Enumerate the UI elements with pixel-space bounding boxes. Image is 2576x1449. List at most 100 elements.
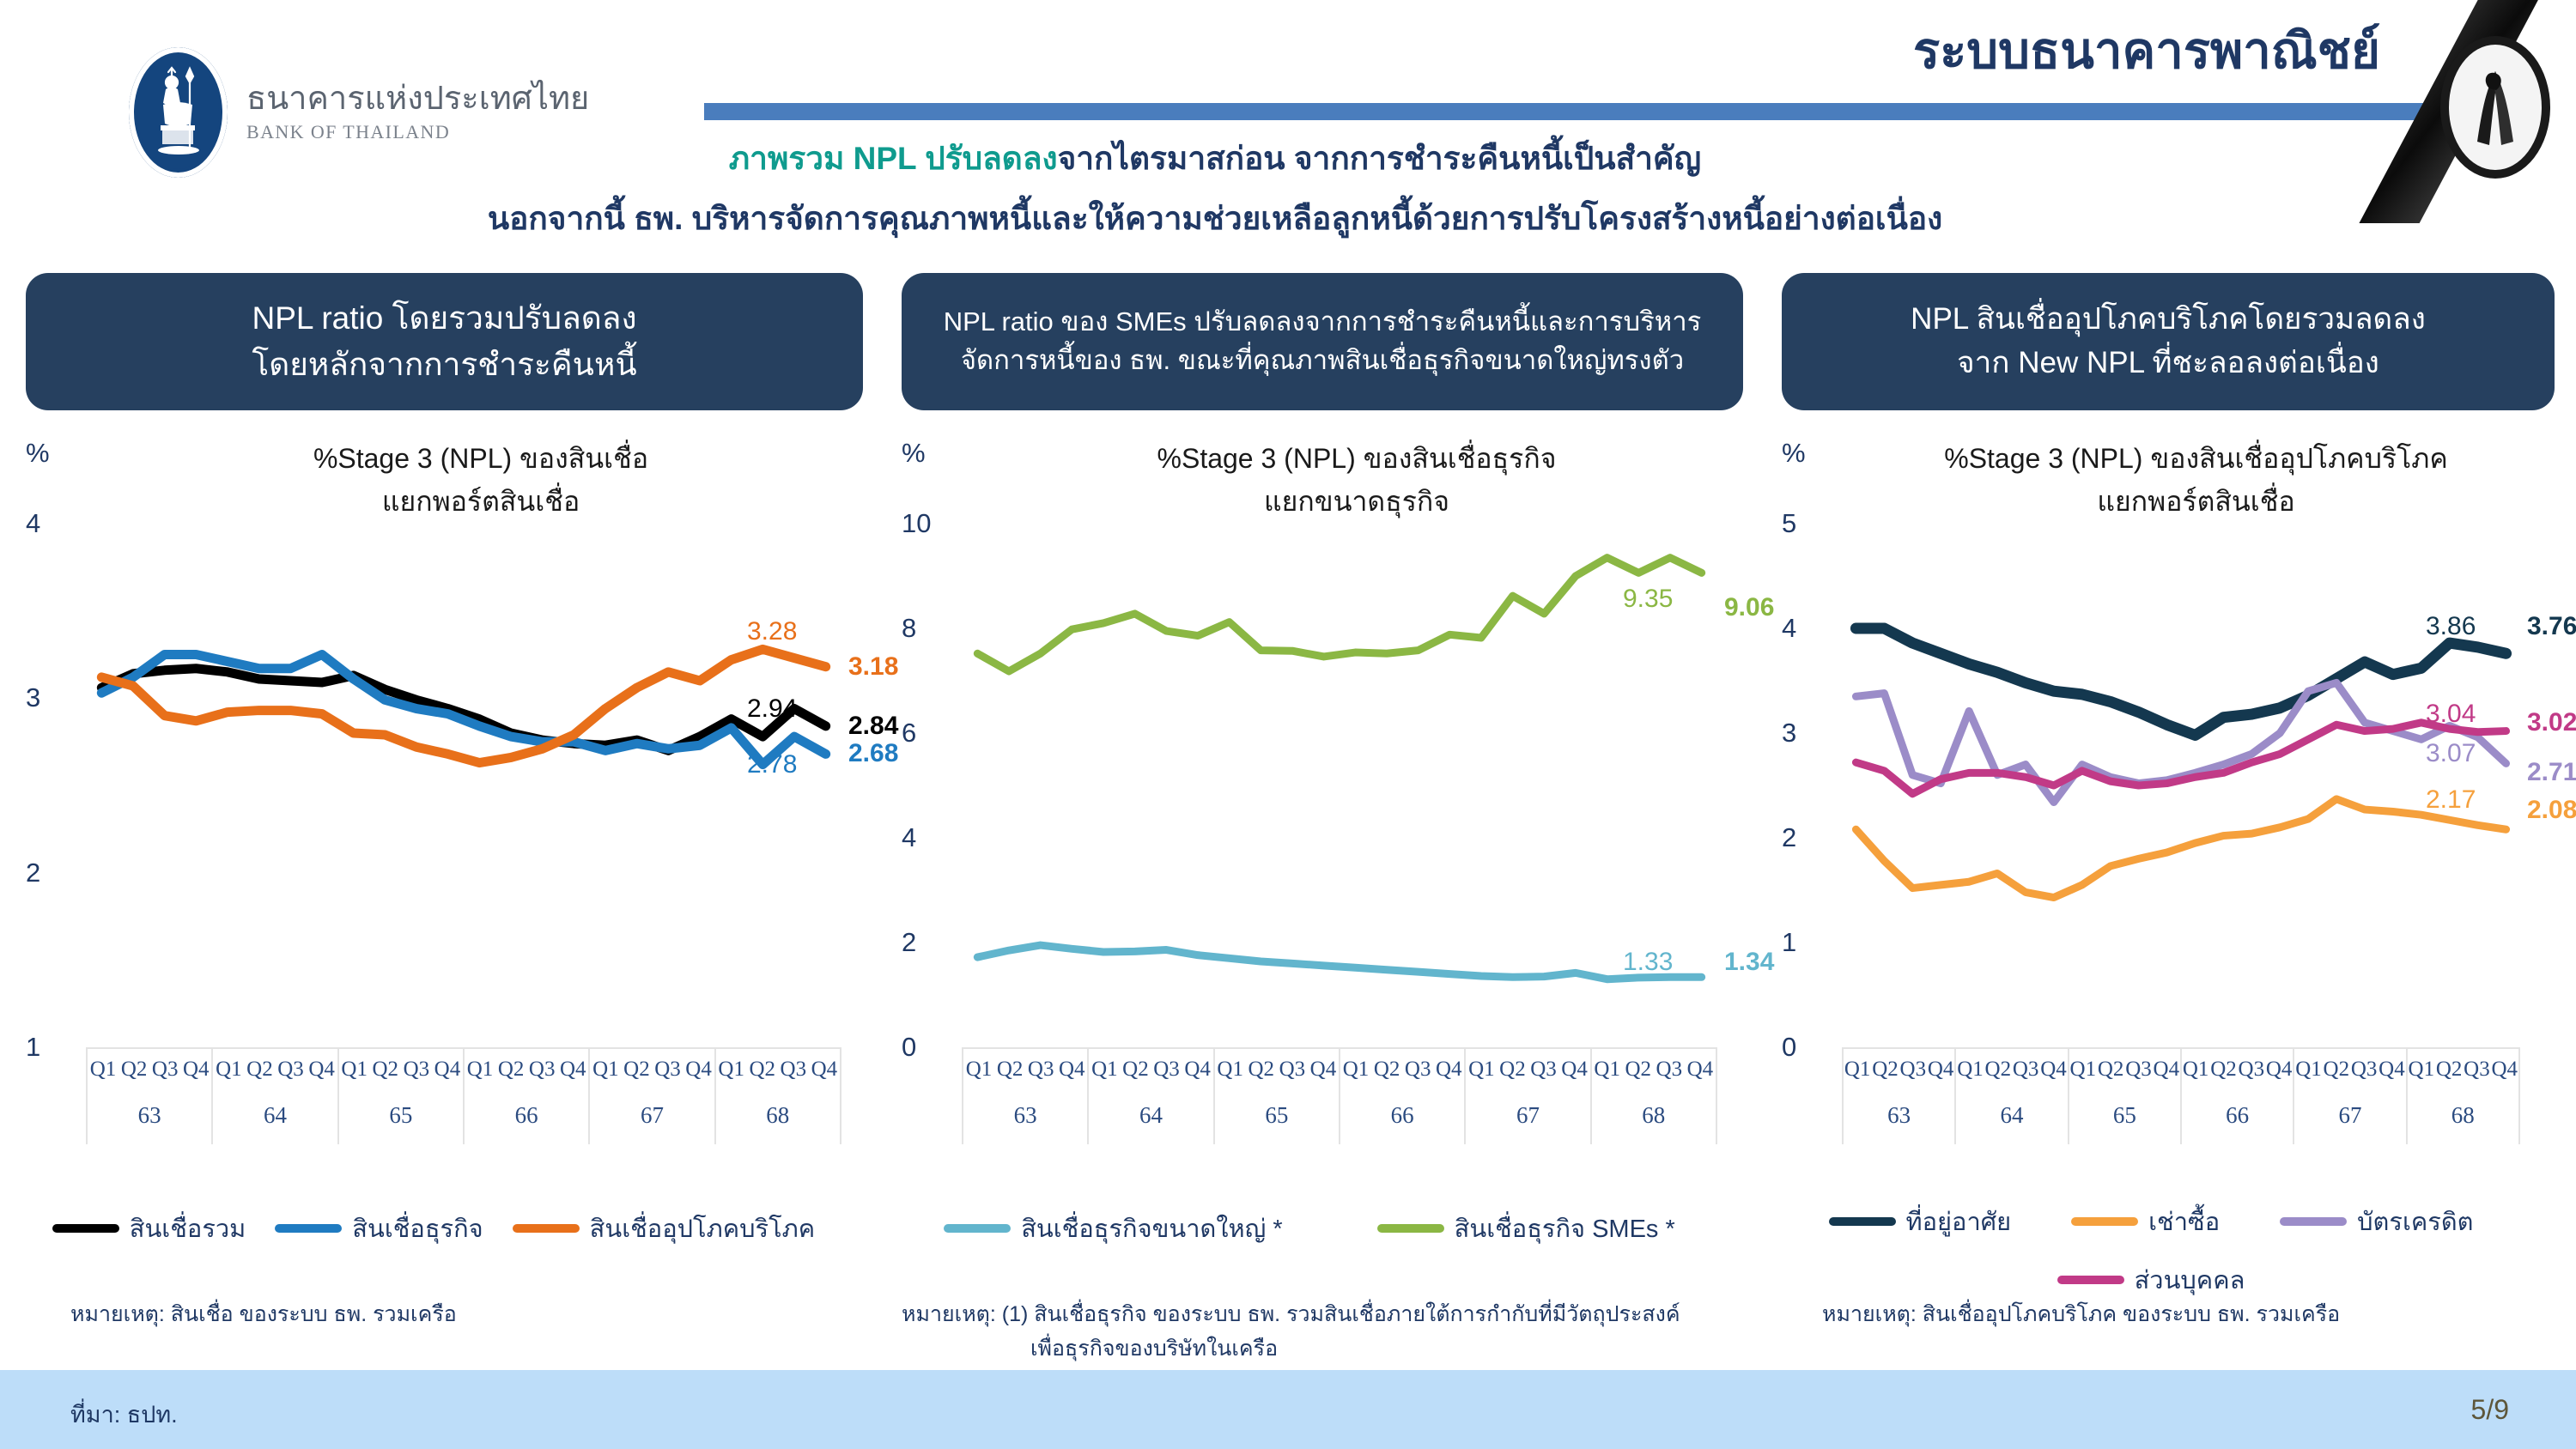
data-label: 3.76 bbox=[2527, 611, 2576, 640]
legend-item[interactable]: บัตรเครดิต bbox=[2280, 1202, 2474, 1241]
legend-swatch-icon bbox=[2071, 1217, 2139, 1226]
series-line bbox=[1851, 795, 2511, 902]
data-label: 2.08 bbox=[2527, 796, 2576, 825]
x-tick-quarter: Q4 bbox=[1927, 1058, 1954, 1081]
chart-panel-2: % %Stage 3 (NPL) ของสินเชื่อธุรกิจ แยกขนาด… bbox=[902, 429, 1774, 1243]
x-axis-year-cell: Q1 Q2 Q3 Q4 63 bbox=[1844, 1049, 1957, 1144]
x-tick-quarter: Q3 bbox=[151, 1058, 179, 1081]
legend-item[interactable]: สินเชื่อรวม bbox=[52, 1209, 246, 1248]
legend-item[interactable]: เช่าซื้อ bbox=[2071, 1202, 2220, 1241]
x-tick-quarter: Q4 bbox=[1058, 1058, 1085, 1081]
legend-label: สินเชื่อธุรกิจ SMEs * bbox=[1454, 1216, 1675, 1243]
page-title: ระบบธนาคารพาณิชย์ bbox=[1912, 23, 2380, 79]
series-line bbox=[96, 644, 831, 768]
series-line bbox=[1850, 622, 2512, 741]
panel-head-3: NPL สินเชื่ออุปโภคบริโภคโดยรวมลดลง จาก N… bbox=[1782, 273, 2555, 410]
x-tick-quarter: Q4 bbox=[2040, 1058, 2067, 1081]
series-line bbox=[973, 941, 1706, 984]
series-line bbox=[96, 664, 831, 755]
x-tick-year: 68 bbox=[1642, 1101, 1666, 1128]
x-tick-quarter: Q1 bbox=[2069, 1058, 2097, 1081]
legend-swatch-icon bbox=[1376, 1224, 1444, 1233]
x-tick-quarter: Q3 bbox=[403, 1058, 430, 1081]
x-tick-quarter: Q2 bbox=[246, 1058, 273, 1081]
panel-head-3-line1: NPL สินเชื่ออุปโภคบริโภคโดยรวมลดลง bbox=[1911, 302, 2426, 336]
panel-head-3-line2: จาก New NPL ที่ชะลอลงต่อเนื่อง bbox=[1957, 346, 2379, 379]
y-tick-label: 3 bbox=[26, 682, 41, 713]
y-axis-unit: % bbox=[1782, 438, 1806, 468]
series-lines bbox=[96, 644, 831, 770]
panel-head-2: NPL ratio ของ SMEs ปรับลดลงจากการชำระคืน… bbox=[902, 273, 1743, 410]
chart-title-sub: แยกขนาดธุรกิจ bbox=[1263, 485, 1450, 517]
legend-swatch-icon bbox=[2057, 1276, 2124, 1284]
chart-panel-3: % %Stage 3 (NPL) ของสินเชื่ออุปโภคบริโภคแ… bbox=[1782, 429, 2576, 1294]
legend-swatch-icon bbox=[512, 1224, 580, 1233]
data-label: 3.04 bbox=[2426, 700, 2476, 729]
x-tick-quarter: Q4 bbox=[2265, 1058, 2293, 1081]
x-tick-quarter: Q3 bbox=[2238, 1058, 2265, 1081]
legend-item[interactable]: สินเชื่อธุรกิจ bbox=[275, 1209, 483, 1248]
x-tick-quarter: Q3 bbox=[1027, 1058, 1054, 1081]
x-axis-year-cell: Q1 Q2 Q3 Q4 68 bbox=[2408, 1049, 2518, 1144]
x-tick-year: 64 bbox=[2000, 1101, 2024, 1128]
y-tick-label: 3 bbox=[1782, 718, 1797, 748]
x-tick-year: 65 bbox=[389, 1101, 413, 1128]
y-tick-label: 2 bbox=[1782, 822, 1797, 852]
subtitle-line-1: ภาพรวม NPL ปรับลดลงจากไตรมาสก่อน จากการช… bbox=[0, 133, 2430, 184]
x-tick-quarter: Q2 bbox=[2435, 1058, 2463, 1081]
legend-swatch-icon bbox=[52, 1224, 119, 1233]
legend-item[interactable]: สินเชื่ออุปโภคบริโภค bbox=[512, 1209, 816, 1248]
legend-item[interactable]: สินเชื่อธุรกิจขนาดใหญ่ * bbox=[944, 1209, 1283, 1248]
plot-area-1: 4 3 2 1 2.94 2.84 2.78 2.68 3.28 3.18 bbox=[26, 508, 898, 1062]
x-tick-quarter: Q3 bbox=[1279, 1058, 1306, 1081]
x-tick-quarter: Q2 bbox=[1625, 1058, 1652, 1081]
legend-label: สินเชื่อรวม bbox=[129, 1216, 246, 1243]
x-axis-year-cell: Q1 Q2 Q3 Q4 66 bbox=[1340, 1049, 1467, 1144]
bot-logo-text: ธนาคารแห่งประเทศไทย BANK OF THAILAND bbox=[246, 81, 590, 143]
x-tick-quarter: Q3 bbox=[2012, 1058, 2039, 1081]
x-tick-quarter: Q2 bbox=[1872, 1058, 1899, 1081]
x-tick-year: 63 bbox=[137, 1101, 161, 1128]
bot-name-en: BANK OF THAILAND bbox=[246, 120, 451, 142]
x-tick-quarter: Q4 bbox=[811, 1058, 838, 1081]
legend-2: สินเชื่อธุรกิจขนาดใหญ่ * สินเชื่อธุรกิจ S… bbox=[902, 1209, 1717, 1248]
y-axis-unit: % bbox=[26, 438, 50, 468]
x-tick-quarter: Q4 bbox=[2379, 1058, 2405, 1081]
bot-logo: ธนาคารแห่งประเทศไทย BANK OF THAILAND bbox=[129, 47, 589, 178]
x-axis-year-cell: Q1 Q2 Q3 Q4 64 bbox=[1089, 1049, 1215, 1144]
x-tick-quarter: Q1 bbox=[466, 1058, 494, 1081]
bot-name-th: ธนาคารแห่งประเทศไทย bbox=[246, 81, 590, 118]
x-tick-quarter: Q3 bbox=[654, 1058, 681, 1081]
x-tick-quarter: Q4 bbox=[1184, 1058, 1211, 1081]
x-tick-year: 65 bbox=[1265, 1101, 1289, 1128]
x-tick-quarter: Q3 bbox=[1899, 1058, 1927, 1081]
x-tick-quarter: Q1 bbox=[2182, 1058, 2209, 1081]
x-tick-year: 65 bbox=[2112, 1101, 2136, 1128]
x-axis-year-cell: Q1 Q2 Q3 Q4 67 bbox=[1466, 1049, 1592, 1144]
subtitle-rest: จากไตรมาสก่อน จากการชำระคืนหนี้เป็นสำคัญ bbox=[1057, 141, 1702, 176]
legend-item[interactable]: สินเชื่อธุรกิจ SMEs * bbox=[1376, 1209, 1675, 1248]
panel-head-1-line2: โดยหลักจากการชำระคืนหนี้ bbox=[252, 347, 637, 382]
data-label: 2.94 bbox=[747, 694, 798, 723]
chart-title-main: %Stage 3 (NPL) ของสินเชื่อ bbox=[313, 443, 649, 474]
x-tick-quarter: Q4 bbox=[182, 1058, 210, 1081]
x-axis-year-cell: Q1 Q2 Q3 Q4 64 bbox=[1956, 1049, 2069, 1144]
x-tick-quarter: Q4 bbox=[1435, 1058, 1462, 1081]
footer-source: ที่มา: ธปท. bbox=[70, 1402, 178, 1428]
chart-title-sub: แยกพอร์ตสินเชื่อ bbox=[381, 485, 580, 517]
data-label: 3.18 bbox=[848, 652, 899, 681]
panel-head-1: NPL ratio โดยรวมปรับลดลง โดยหลักจากการชำ… bbox=[26, 273, 863, 410]
x-tick-quarter: Q1 bbox=[341, 1058, 368, 1081]
x-tick-quarter: Q1 bbox=[965, 1058, 993, 1081]
x-tick-quarter: Q1 bbox=[1217, 1058, 1243, 1081]
x-axis-year-cell: Q1 Q2 Q3 Q4 67 bbox=[590, 1049, 716, 1144]
header-rule bbox=[704, 103, 2507, 120]
x-tick-year: 66 bbox=[514, 1101, 538, 1128]
note-panel-2-line1: หมายเหตุ: (1) สินเชื่อธุรกิจ ของระบบ ธพ.… bbox=[902, 1302, 1680, 1326]
x-tick-quarter: Q3 bbox=[780, 1058, 807, 1081]
legend-item[interactable]: ส่วนบุคคล bbox=[2057, 1260, 2245, 1300]
x-tick-year: 64 bbox=[1139, 1101, 1163, 1128]
legend-label: สินเชื่ออุปโภคบริโภค bbox=[589, 1216, 816, 1243]
legend-item[interactable]: ที่อยู่อาศัย bbox=[1828, 1202, 2011, 1241]
ribbon-badge bbox=[2440, 36, 2550, 179]
